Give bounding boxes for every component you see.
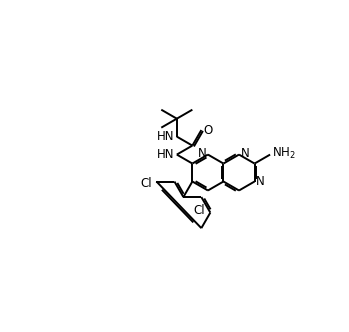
Text: O: O [203, 124, 213, 136]
Text: N: N [256, 175, 265, 188]
Text: N: N [241, 147, 250, 160]
Text: HN: HN [157, 130, 174, 143]
Text: Cl: Cl [194, 205, 206, 217]
Text: HN: HN [157, 148, 174, 161]
Text: NH$_2$: NH$_2$ [272, 146, 296, 161]
Text: Cl: Cl [140, 177, 151, 190]
Text: N: N [198, 147, 206, 160]
